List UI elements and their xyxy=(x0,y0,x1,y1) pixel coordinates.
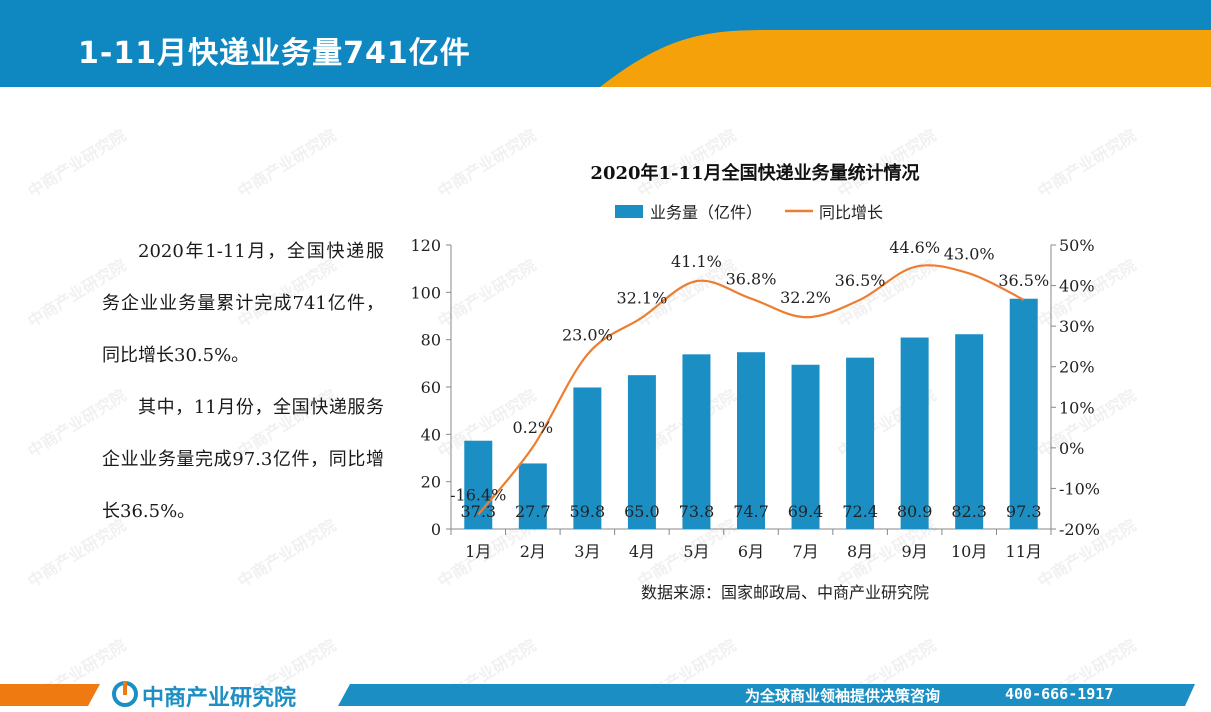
bar xyxy=(518,463,547,529)
footer-bar xyxy=(0,676,1211,712)
chart-legend: 业务量（亿件） 同比增长 xyxy=(615,203,883,222)
bar-value-label: 65.0 xyxy=(624,502,660,521)
chart-title: 2020年1-11月全国快递业务量统计情况 xyxy=(590,162,919,184)
y-tick-label-left: 80 xyxy=(421,331,441,350)
bar-value-label: 97.3 xyxy=(1006,502,1042,521)
bar-value-label: 73.8 xyxy=(679,502,715,521)
chart-container: 2020年1-11月全国快递业务量统计情况 业务量（亿件） 同比增长 0 20 40 6… xyxy=(405,150,1105,620)
y-tick-label-left: 120 xyxy=(410,236,441,255)
bar-value-label: 27.7 xyxy=(515,502,551,521)
x-tick-label: 6月 xyxy=(738,542,764,561)
x-tick-label: 9月 xyxy=(902,542,928,561)
y-tick-label-right: 40% xyxy=(1059,277,1095,296)
bar xyxy=(846,357,875,529)
line-value-label: 32.1% xyxy=(616,289,667,308)
footer-logo-text: 中商产业研究院 xyxy=(142,686,297,711)
y-tick-label-right: 50% xyxy=(1059,236,1095,255)
line-value-label: 36.5% xyxy=(835,271,886,290)
line-value-label: 36.8% xyxy=(726,270,777,289)
slide-title: 1-11月快递业务量741亿件 xyxy=(78,36,471,71)
growth-line xyxy=(477,264,1025,516)
bar-value-label: 69.4 xyxy=(788,502,824,521)
y-tick-label-right: -10% xyxy=(1059,479,1100,498)
y-tick-label-right: 10% xyxy=(1059,398,1095,417)
line-series xyxy=(477,264,1025,516)
x-tick-label: 10月 xyxy=(951,542,987,561)
x-tick-label: 11月 xyxy=(1006,542,1042,561)
line-value-label: 41.1% xyxy=(671,252,722,271)
line-value-label: 36.5% xyxy=(998,271,1049,290)
bar-value-label: 59.8 xyxy=(570,502,606,521)
x-tick-label: 1月 xyxy=(465,542,491,561)
y-tick-label-right: 30% xyxy=(1059,317,1095,336)
x-tick-label: 7月 xyxy=(792,542,818,561)
bar-value-label: 74.7 xyxy=(733,502,769,521)
legend-label-line: 同比增长 xyxy=(819,203,883,222)
y-tick-label-left: 20 xyxy=(421,473,441,492)
bar xyxy=(955,334,984,529)
bar xyxy=(737,352,765,529)
legend-swatch-bar xyxy=(615,205,643,218)
chart-source: 数据来源：国家邮政局、中商产业研究院 xyxy=(641,583,929,602)
bar-value-label: 37.3 xyxy=(460,502,496,521)
bar xyxy=(682,354,711,529)
legend-label-bar: 业务量（亿件） xyxy=(650,203,762,222)
bar-series xyxy=(464,298,1038,529)
footer-slogan: 为全球商业领袖提供决策咨询 xyxy=(745,687,941,705)
bar-value-label: 72.4 xyxy=(842,502,878,521)
bar xyxy=(900,337,929,529)
line-value-label: 43.0% xyxy=(944,244,995,263)
line-value-label: 0.2% xyxy=(512,418,553,437)
line-value-label: 44.6% xyxy=(889,238,940,257)
y-tick-label-right: 0% xyxy=(1059,439,1084,458)
summary-paragraph-2: 其中，11月份，全国快递服务企业业务量完成97.3亿件，同比增长36.5%。 xyxy=(102,397,384,522)
line-value-label: -16.4% xyxy=(450,485,506,504)
header-bar: 1-11月快递业务量741亿件 xyxy=(0,0,1211,87)
summary-text: 2020年1-11月，全国快递服务企业业务量累计完成741亿件，同比增长30.5… xyxy=(102,226,384,538)
bar-value-label: 80.9 xyxy=(897,502,933,521)
header-background xyxy=(0,0,1211,87)
footer-phone: 400-666-1917 xyxy=(1005,685,1114,703)
watermark-text: 中商产业研究院 xyxy=(234,125,340,202)
y-tick-label-right: -20% xyxy=(1059,520,1100,539)
watermark-text: 中商产业研究院 xyxy=(24,125,130,202)
summary-paragraph-1: 2020年1-11月，全国快递服务企业业务量累计完成741亿件，同比增长30.5… xyxy=(102,241,384,366)
chart-axes: 0 20 40 60 80 100 120 -20% -10% 0% 10% 20% 30% 40% 50%… xyxy=(410,236,1100,561)
bar xyxy=(573,387,602,529)
y-tick-label-left: 100 xyxy=(410,283,441,302)
y-tick-label-right: 20% xyxy=(1059,358,1095,377)
line-value-label: 32.2% xyxy=(780,288,831,307)
x-tick-label: 4月 xyxy=(629,542,655,561)
x-tick-label: 3月 xyxy=(574,542,600,561)
logo-icon xyxy=(112,681,138,711)
bar xyxy=(791,364,820,529)
bar-value-label: 82.3 xyxy=(951,502,987,521)
combo-chart: 2020年1-11月全国快递业务量统计情况 业务量（亿件） 同比增长 0 20 40 6… xyxy=(410,162,1100,602)
x-tick-label: 5月 xyxy=(683,542,709,561)
bar xyxy=(1009,298,1038,529)
footer-background xyxy=(0,684,1195,706)
x-tick-label: 8月 xyxy=(847,542,873,561)
y-tick-label-left: 40 xyxy=(421,425,441,444)
y-tick-label-left: 0 xyxy=(431,520,441,539)
bar xyxy=(627,375,656,529)
y-tick-label-left: 60 xyxy=(421,378,441,397)
line-value-label: 23.0% xyxy=(562,326,613,345)
data-labels: 37.3 27.7 59.8 65.0 73.8 74.7 69.4 72.4 80.9 82.3… xyxy=(450,238,1049,521)
x-tick-label: 2月 xyxy=(520,542,546,561)
